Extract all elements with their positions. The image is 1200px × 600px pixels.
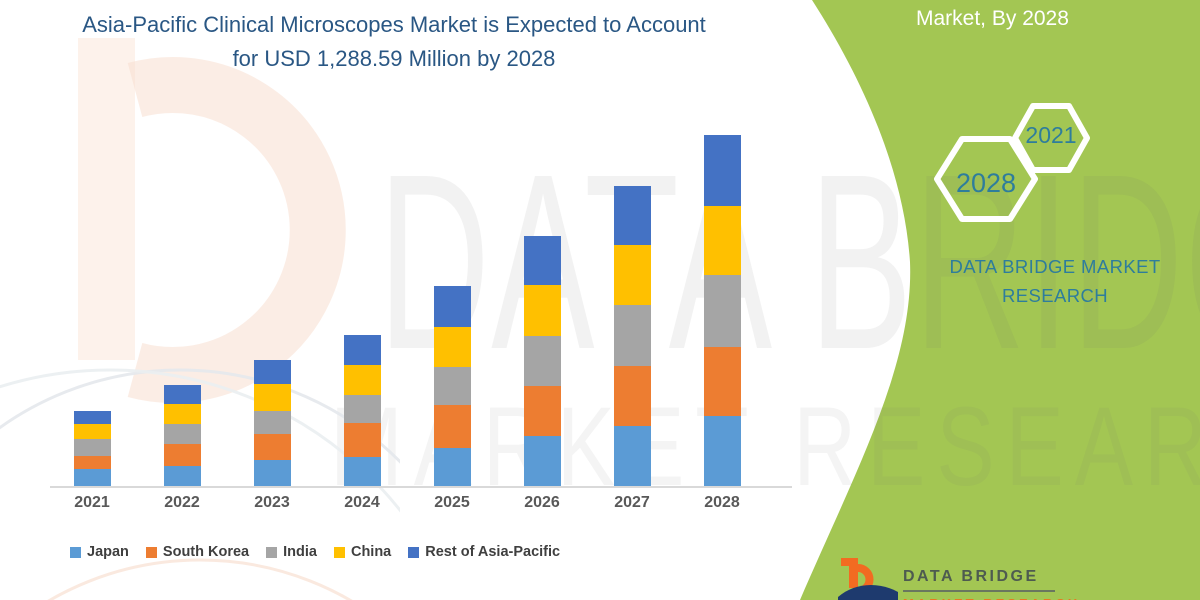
legend-label: Japan — [87, 544, 129, 560]
legend-label: China — [350, 544, 392, 560]
plot-area: 2021 2022 2023 2024 2025 2026 2027 2028 — [73, 134, 741, 511]
bar-segment-india-2027 — [613, 305, 651, 367]
bar-segment-south-korea-2022 — [163, 444, 201, 466]
bar-segment-rest-of-asia-pacific-2027 — [613, 185, 651, 246]
x-tick-2027: 2027 — [614, 494, 650, 511]
legend-item-south-korea: South Korea — [145, 544, 250, 560]
x-tick-2024: 2024 — [344, 494, 380, 511]
brand-name-line2: RESEARCH — [1002, 285, 1108, 306]
legend-item-japan: Japan — [70, 544, 129, 560]
hexagon-year-2028: 2028 — [955, 168, 1017, 198]
bar-segment-japan-2023 — [253, 459, 291, 487]
bar-segment-india-2028 — [703, 274, 741, 347]
legend-swatch-icon — [145, 546, 157, 558]
x-tick-2026: 2026 — [524, 494, 560, 511]
bar-segment-japan-2021 — [73, 469, 111, 487]
bar-segment-china-2025 — [433, 327, 471, 367]
bar-segment-south-korea-2023 — [253, 434, 291, 460]
legend-item-rest-of-asia-pacific: Rest of Asia-Pacific — [408, 544, 560, 560]
green-panel-title: Market, By 2028 — [916, 7, 1069, 30]
legend-swatch-icon — [70, 546, 81, 558]
bar-segment-china-2028 — [703, 206, 741, 275]
bar-segment-south-korea-2028 — [703, 346, 741, 416]
bar-segment-rest-of-asia-pacific-2025 — [433, 286, 471, 328]
legend-label: South Korea — [162, 544, 250, 560]
bar-segment-india-2022 — [163, 424, 201, 445]
bar-segment-china-2022 — [163, 404, 201, 425]
bar-segment-china-2026 — [523, 285, 561, 337]
bar-segment-japan-2022 — [163, 465, 201, 487]
bar-segment-japan-2028 — [703, 416, 741, 487]
x-tick-2022: 2022 — [164, 494, 200, 511]
bar-segment-china-2024 — [343, 364, 381, 395]
bar-segment-india-2021 — [73, 439, 111, 456]
bar-segment-india-2024 — [343, 394, 381, 424]
bar-segment-japan-2025 — [433, 447, 471, 487]
bar-segment-china-2027 — [613, 245, 651, 306]
x-tick-2028: 2028 — [704, 494, 740, 511]
legend-swatch-icon — [266, 546, 278, 558]
legend-swatch-icon — [333, 546, 345, 558]
chart-title: Asia-Pacific Clinical Microscopes Market… — [8, 8, 780, 76]
bar-segment-japan-2024 — [343, 456, 381, 487]
bar-segment-china-2021 — [73, 424, 111, 440]
bar-segment-japan-2026 — [523, 436, 561, 487]
bar-segment-rest-of-asia-pacific-2028 — [703, 134, 741, 207]
bar-segment-rest-of-asia-pacific-2023 — [253, 359, 291, 385]
x-axis-line — [50, 486, 792, 488]
hexagon-2021-icon — [1012, 103, 1090, 173]
bar-segment-south-korea-2021 — [73, 455, 111, 470]
bar-segment-rest-of-asia-pacific-2022 — [163, 385, 201, 405]
legend: Japan South Korea India China Rest of Asia-P… — [70, 544, 560, 560]
bar-segment-china-2023 — [253, 384, 291, 411]
hexagon-2028-icon — [934, 136, 1038, 222]
data-bridge-logo-icon — [838, 558, 898, 600]
bar-segment-south-korea-2025 — [433, 405, 471, 448]
bar-segment-rest-of-asia-pacific-2024 — [343, 334, 381, 365]
chart-title-line1: Asia-Pacific Clinical Microscopes Market… — [82, 12, 706, 37]
brand-name-line1: DATA BRIDGE MARKET — [949, 256, 1161, 277]
bar-segment-south-korea-2024 — [343, 423, 381, 457]
bar-segment-india-2023 — [253, 410, 291, 435]
bar-segment-japan-2027 — [613, 426, 651, 487]
bar-segment-india-2026 — [523, 336, 561, 387]
legend-item-china: China — [333, 544, 392, 560]
legend-item-india: India — [266, 544, 317, 560]
bar-segment-rest-of-asia-pacific-2026 — [523, 236, 561, 286]
brand-name: DATA BRIDGE MARKET RESEARCH — [925, 252, 1185, 310]
x-tick-2021: 2021 — [74, 494, 110, 511]
bar-segment-india-2025 — [433, 366, 471, 406]
x-tick-2023: 2023 — [254, 494, 290, 511]
bar-segment-south-korea-2027 — [613, 366, 651, 427]
footer-logo-sub-text: MARKET RESEARCH — [903, 596, 1080, 600]
bar-segment-south-korea-2026 — [523, 386, 561, 437]
hexagon-year-2021: 2021 — [1025, 122, 1077, 148]
footer-logo-underline — [903, 590, 1055, 592]
chart-title-line2: for USD 1,288.59 Million by 2028 — [232, 46, 556, 71]
bar-segment-rest-of-asia-pacific-2021 — [73, 410, 111, 425]
x-tick-2025: 2025 — [434, 494, 470, 511]
legend-label: Rest of Asia-Pacific — [425, 544, 561, 560]
legend-swatch-icon — [408, 546, 420, 558]
legend-label: India — [283, 544, 317, 560]
footer-logo-brand-text: DATA BRIDGE — [903, 568, 1039, 585]
